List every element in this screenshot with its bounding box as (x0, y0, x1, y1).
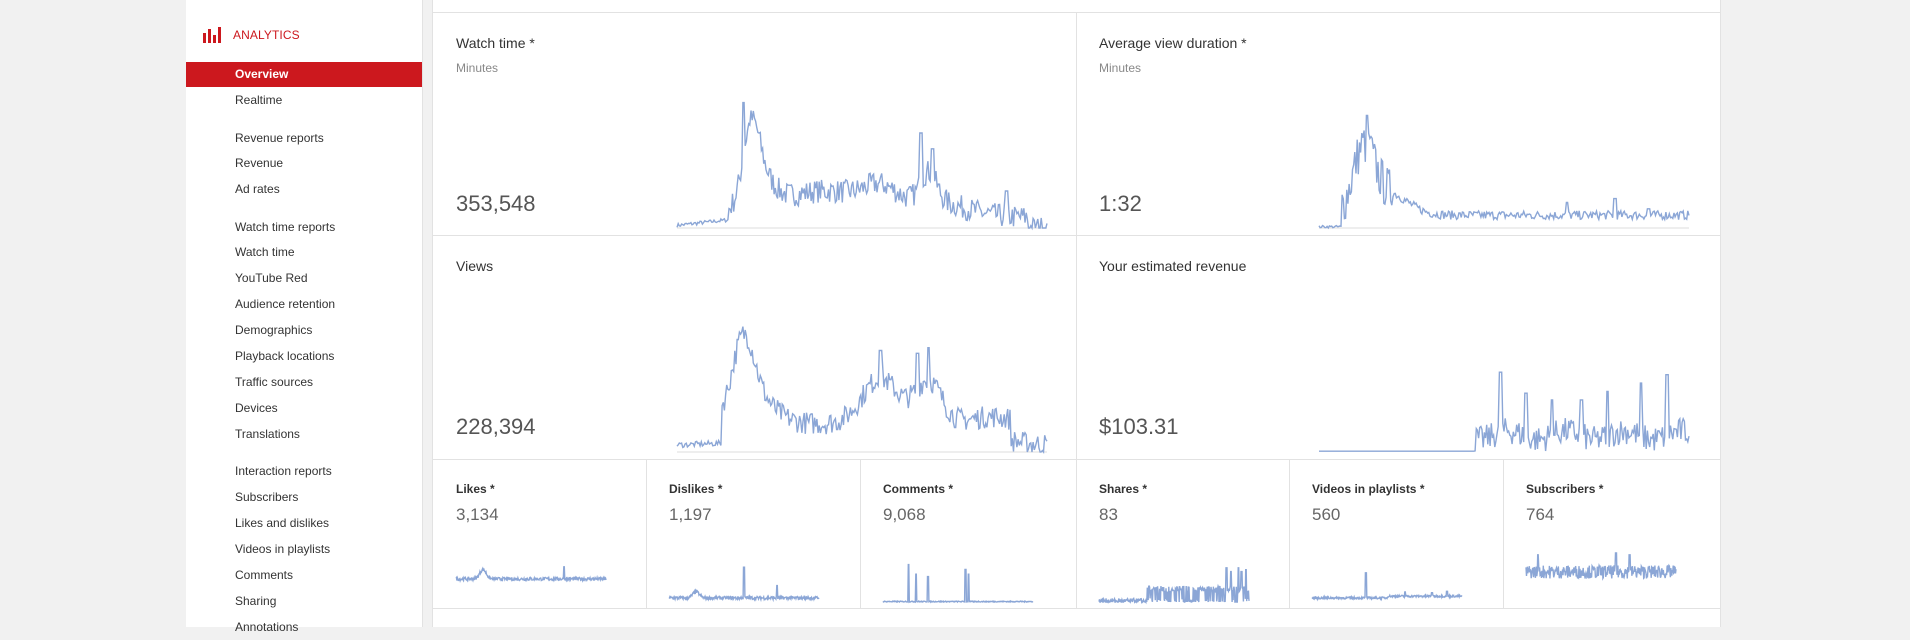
nav-section-revenue-reports: Revenue reports (235, 131, 324, 145)
watch-time-sparkline (676, 101, 1048, 231)
analytics-title: ANALYTICS (233, 28, 300, 42)
nav-item-videos-in-playlists[interactable]: Videos in playlists (235, 542, 331, 556)
card-value: 1:32 (1099, 191, 1142, 216)
watch-time-card[interactable]: Watch time * Minutes 353,548 (433, 12, 1076, 235)
card-value: 83 (1099, 505, 1118, 524)
dislikes-sparkline (668, 566, 820, 603)
card-title: Shares * (1099, 482, 1148, 496)
card-value: 3,134 (456, 505, 499, 524)
nav-item-overview[interactable]: Overview (186, 62, 422, 87)
card-title: Videos in playlists * (1312, 482, 1425, 496)
views-sparkline (676, 326, 1048, 454)
comments-card[interactable]: Comments * 9,068 (860, 459, 1076, 608)
nav-item-annotations[interactable]: Annotations (235, 620, 299, 634)
card-title: Likes * (456, 482, 495, 496)
nav-item-demographics[interactable]: Demographics (235, 323, 313, 337)
likes-card[interactable]: Likes * 3,134 (433, 459, 646, 608)
card-title: Views (456, 258, 494, 274)
nav-item-sharing[interactable]: Sharing (235, 594, 277, 608)
card-value: 9,068 (883, 505, 926, 524)
nav-item-watch-time[interactable]: Watch time (235, 245, 295, 259)
divider (646, 459, 647, 608)
divider (860, 459, 861, 608)
nav-section-interaction-reports: Interaction reports (235, 464, 332, 478)
card-value: $103.31 (1099, 414, 1179, 439)
nav-item-likes-and-dislikes[interactable]: Likes and dislikes (235, 516, 330, 530)
card-value: 560 (1312, 505, 1341, 524)
videos-in-playlists-sparkline (1311, 572, 1463, 602)
card-value: 764 (1526, 505, 1555, 524)
nav-item-devices[interactable]: Devices (235, 401, 278, 415)
card-title: Subscribers * (1526, 482, 1604, 496)
sidebar: ANALYTICS Overview Realtime Revenue repo… (186, 0, 423, 634)
divider (1503, 459, 1504, 608)
likes-sparkline (455, 566, 607, 584)
card-value: 228,394 (456, 414, 536, 439)
card-title: Watch time * (456, 35, 535, 51)
videos-in-playlists-card[interactable]: Videos in playlists * 560 (1289, 459, 1503, 608)
subscribers-sparkline (1525, 552, 1677, 581)
bar-chart-icon (203, 27, 221, 43)
card-value: 1,197 (669, 505, 712, 524)
subscribers-card[interactable]: Subscribers * 764 (1503, 459, 1720, 608)
card-title: Average view duration * (1099, 35, 1247, 51)
nav-item-comments[interactable]: Comments (235, 568, 294, 582)
card-subtitle: Minutes (456, 61, 499, 75)
card-subtitle: Minutes (1099, 61, 1142, 75)
revenue-sparkline (1319, 371, 1690, 452)
comments-sparkline (882, 563, 1034, 604)
divider (1289, 459, 1290, 608)
nav-item-translations[interactable]: Translations (235, 427, 300, 441)
nav-item-ad-rates[interactable]: Ad rates (235, 182, 280, 196)
analytics-header[interactable]: ANALYTICS (203, 26, 300, 44)
shares-sparkline (1098, 567, 1250, 605)
views-card[interactable]: Views 228,394 (433, 235, 1076, 459)
card-value: 353,548 (456, 191, 536, 216)
scrollbar[interactable] (1893, 0, 1910, 627)
nav-item-audience-retention[interactable]: Audience retention (235, 297, 336, 311)
nav-item-subscribers[interactable]: Subscribers (235, 490, 299, 504)
nav-item-playback-locations[interactable]: Playback locations (235, 349, 335, 363)
avg-view-duration-sparkline (1318, 114, 1690, 230)
divider (433, 608, 1720, 609)
card-title: Comments * (883, 482, 954, 496)
nav-item-revenue[interactable]: Revenue (235, 156, 284, 170)
nav-section-watch-time-reports: Watch time reports (235, 220, 336, 234)
shares-card[interactable]: Shares * 83 (1076, 459, 1289, 608)
nav-item-traffic-sources[interactable]: Traffic sources (235, 375, 314, 389)
dislikes-card[interactable]: Dislikes * 1,197 (646, 459, 860, 608)
avg-view-duration-card[interactable]: Average view duration * Minutes 1:32 (1076, 12, 1720, 235)
nav-item-youtube-red[interactable]: YouTube Red (235, 271, 308, 285)
divider (1076, 12, 1077, 608)
estimated-revenue-card[interactable]: Your estimated revenue $103.31 (1076, 235, 1720, 459)
overview-panel: Watch time * Minutes 353,548 Average vie… (432, 0, 1721, 627)
nav-item-realtime[interactable]: Realtime (235, 93, 283, 107)
card-title: Your estimated revenue (1099, 258, 1247, 274)
card-title: Dislikes * (669, 482, 723, 496)
